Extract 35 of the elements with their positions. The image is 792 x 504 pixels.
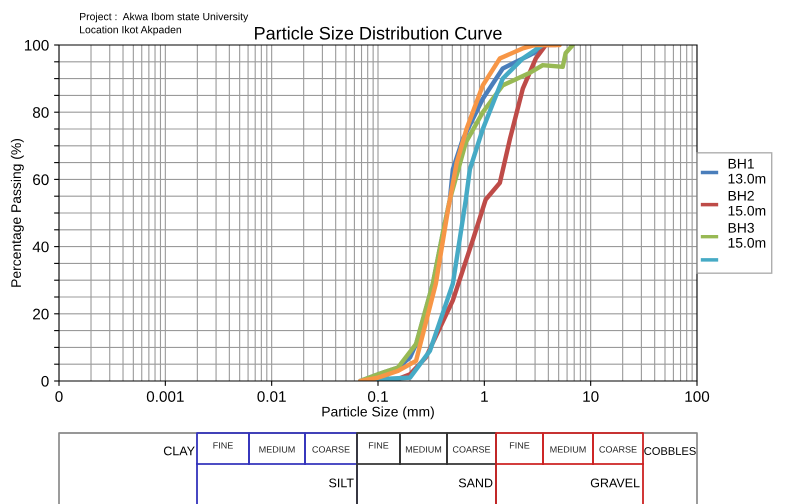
y-tick-label: 60 bbox=[33, 174, 49, 186]
text: COARSE bbox=[452, 446, 490, 453]
text: SAND bbox=[458, 478, 492, 488]
text: MEDIUM bbox=[550, 446, 586, 453]
x-tick-label: 0.01 bbox=[257, 391, 286, 402]
x-tick-label: 0.001 bbox=[146, 391, 184, 402]
chart-title: Particle Size Distribution Curve bbox=[255, 26, 502, 40]
x-tick-label: 100 bbox=[685, 391, 710, 402]
x-tick-label: 0 bbox=[55, 391, 63, 402]
legend-label: BH2 15.0m bbox=[728, 190, 766, 216]
legend-label: BH1 13.0m bbox=[728, 158, 766, 184]
text: Project : Akwa Ibom state University bbox=[80, 12, 248, 22]
text: CLAY bbox=[164, 446, 195, 456]
x-tick-label: 1 bbox=[481, 391, 488, 402]
y-tick-label: 40 bbox=[32, 241, 49, 252]
x-tick-label: 10 bbox=[583, 391, 599, 402]
text: MEDIUM bbox=[406, 446, 442, 453]
text: COARSE bbox=[312, 446, 350, 453]
y-tick-label: 0 bbox=[41, 376, 49, 387]
x-tick-label: 0.1 bbox=[368, 391, 388, 402]
text: FINE bbox=[510, 442, 530, 449]
x-axis-title: Particle Size (mm) bbox=[322, 406, 434, 420]
y-tick-label: 20 bbox=[33, 308, 49, 320]
text: COBBLES bbox=[644, 447, 696, 455]
y-tick-label: 100 bbox=[24, 40, 49, 51]
text: GRAVEL bbox=[590, 478, 640, 488]
text: SILT bbox=[329, 478, 354, 488]
text: MEDIUM bbox=[259, 446, 295, 453]
y-axis-title: Percentage Passing (%) bbox=[10, 138, 24, 287]
text: Location Ikot Akpaden bbox=[80, 26, 182, 36]
legend-label: BH3 15.0m bbox=[728, 222, 766, 248]
y-tick-label: 80 bbox=[32, 107, 49, 118]
text: FINE bbox=[368, 442, 388, 449]
text: FINE bbox=[213, 442, 233, 449]
text: COARSE bbox=[599, 446, 637, 453]
